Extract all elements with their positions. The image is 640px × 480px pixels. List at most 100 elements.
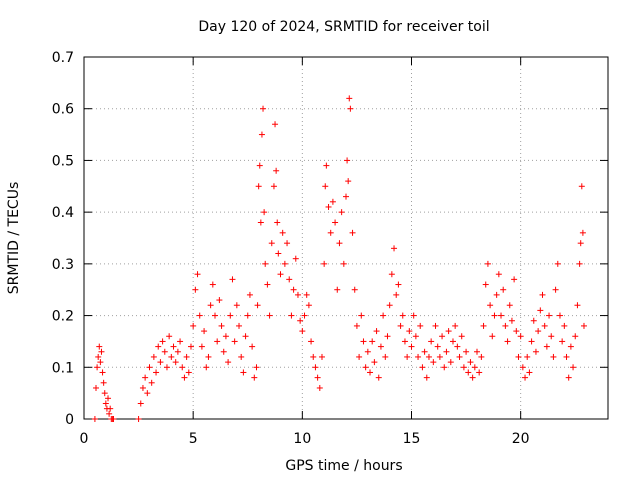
data-point: [351, 286, 358, 293]
data-point: [449, 338, 456, 345]
y-tick-label: 0.6: [52, 102, 74, 118]
x-tick-labels: 0 5 10 15 20: [80, 431, 530, 447]
data-point: [96, 343, 103, 350]
data-point: [546, 312, 553, 319]
data-point: [266, 312, 273, 319]
data-point: [274, 219, 281, 226]
data-point: [270, 183, 277, 190]
data-point: [262, 260, 269, 267]
data-point: [253, 364, 260, 371]
data-point: [91, 416, 98, 422]
data-point: [393, 291, 400, 298]
data-point: [441, 364, 448, 371]
data-point: [550, 353, 557, 360]
data-point: [500, 286, 507, 293]
data-point: [391, 245, 398, 252]
y-tick-label: 0.1: [52, 360, 74, 376]
data-point: [268, 240, 275, 247]
data-point: [181, 374, 188, 381]
y-tick-label: 0: [65, 412, 74, 428]
data-point: [214, 338, 221, 345]
data-point: [332, 219, 339, 226]
data-point: [456, 353, 463, 360]
data-point: [570, 364, 577, 371]
data-point: [137, 400, 144, 407]
data-point: [432, 322, 439, 329]
data-point: [196, 312, 203, 319]
data-point: [465, 369, 472, 376]
data-point: [373, 328, 380, 335]
data-point: [474, 348, 480, 355]
data-point: [537, 307, 544, 314]
data-point: [212, 312, 218, 319]
data-point: [515, 353, 522, 360]
data-point: [369, 338, 376, 345]
data-point: [563, 353, 570, 360]
data-point: [436, 353, 443, 360]
data-point: [425, 353, 432, 360]
data-point: [323, 162, 330, 169]
data-point: [397, 322, 404, 329]
data-point: [170, 343, 177, 350]
data-point: [471, 364, 478, 371]
y-tick-labels: 0 0.1 0.2 0.3 0.4 0.5 0.6 0.7: [52, 50, 74, 428]
data-point: [343, 193, 349, 200]
data-point: [344, 157, 351, 164]
data-point: [375, 374, 382, 381]
data-point: [467, 359, 474, 366]
y-tick-label: 0.4: [52, 205, 74, 221]
data-point: [314, 374, 321, 381]
data-point: [190, 322, 197, 329]
data-point: [159, 338, 166, 345]
data-point: [254, 302, 261, 309]
data-point: [334, 286, 341, 293]
data-point: [288, 312, 295, 319]
data-point: [105, 395, 112, 402]
y-tick-label: 0.3: [52, 257, 74, 273]
data-point: [255, 183, 262, 190]
data-point: [511, 276, 518, 283]
data-point: [146, 364, 153, 371]
data-point: [272, 121, 279, 128]
data-point: [312, 364, 319, 371]
data-point: [95, 353, 102, 360]
data-point: [303, 291, 310, 298]
data-point: [207, 302, 214, 309]
data-point: [98, 348, 105, 355]
data-point: [139, 384, 146, 391]
data-point: [347, 105, 354, 112]
data-point: [377, 343, 384, 350]
data-point: [504, 338, 511, 345]
data-point: [231, 338, 238, 345]
data-point: [543, 343, 550, 350]
data-point: [308, 338, 315, 345]
data-point: [362, 364, 369, 371]
data-point: [548, 333, 555, 340]
data-point: [292, 255, 299, 262]
data-point: [556, 312, 563, 319]
data-point: [353, 322, 360, 329]
data-point: [476, 369, 483, 376]
data-point: [198, 343, 205, 350]
data-point: [310, 353, 317, 360]
data-point: [225, 359, 232, 366]
data-point: [428, 338, 435, 345]
data-point: [99, 369, 106, 376]
data-point: [447, 359, 454, 366]
data-point: [484, 260, 491, 267]
data-point: [100, 379, 107, 386]
data-point: [460, 364, 467, 371]
data-point: [275, 250, 282, 257]
data-point: [187, 343, 194, 350]
data-point: [554, 260, 561, 267]
data-point: [222, 333, 229, 340]
data-point: [205, 353, 212, 360]
data-point: [358, 312, 365, 319]
data-point: [316, 384, 323, 391]
data-point: [157, 359, 164, 366]
data-point: [487, 302, 494, 309]
data-point: [399, 312, 406, 319]
data-point: [443, 348, 450, 355]
plot-area-frame: [83, 56, 609, 420]
